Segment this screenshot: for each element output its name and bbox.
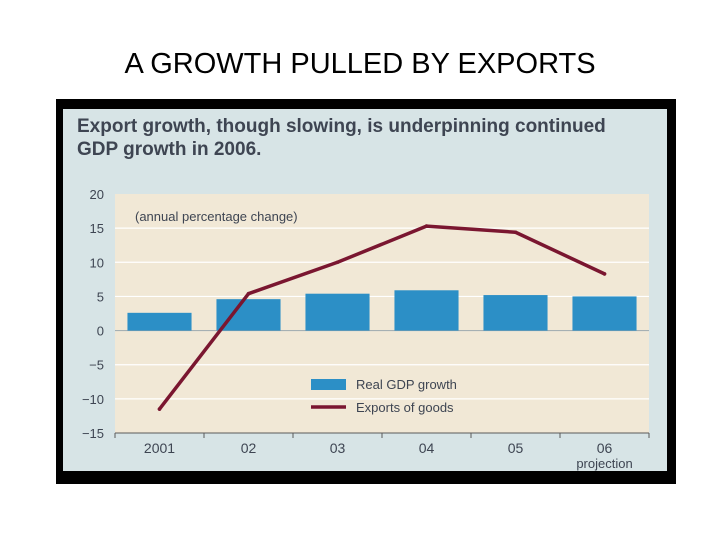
chart-canvas: 20 15 10 5 0 −5 −10 −15 (annual percentage chang… <box>82 187 650 471</box>
y-tick-label: 10 <box>90 255 104 270</box>
bar <box>127 312 192 331</box>
bar <box>216 299 281 331</box>
x-tick-label: 02 <box>241 440 257 456</box>
x-tick-label: 06 <box>597 440 613 456</box>
y-tick-label: 20 <box>90 187 104 202</box>
bar <box>305 293 370 331</box>
y-tick-label: 0 <box>97 324 104 339</box>
line-point <box>335 260 340 265</box>
line-point <box>513 230 518 235</box>
chart-subtitle: (annual percentage change) <box>135 209 298 224</box>
chart-panel: Export growth, though slowing, is underp… <box>63 109 667 471</box>
line-point <box>246 291 251 296</box>
line-point <box>602 272 607 276</box>
y-tick-label: −5 <box>89 358 104 373</box>
legend-label-gdp: Real GDP growth <box>356 377 457 392</box>
x-tick-label: 03 <box>330 440 346 456</box>
x-tick-label: 04 <box>419 440 435 456</box>
legend-swatch-gdp <box>311 379 346 390</box>
slide-title: A GROWTH PULLED BY EXPORTS <box>124 48 596 80</box>
y-tick-label: −15 <box>82 426 104 441</box>
x-category-note: projection <box>576 456 632 471</box>
x-tick-label: 05 <box>508 440 524 456</box>
chart-frame: Export growth, though slowing, is underp… <box>56 99 676 484</box>
y-tick-label: −10 <box>82 392 104 407</box>
x-tick-label: 2001 <box>144 440 175 456</box>
bar <box>394 290 459 331</box>
y-tick-label: 15 <box>90 221 104 236</box>
y-tick-label: 5 <box>97 289 104 304</box>
bar <box>483 295 548 331</box>
line-point <box>424 224 429 228</box>
chart-title: Export growth, though slowing, is underp… <box>77 116 606 160</box>
line-point <box>157 407 162 411</box>
bar <box>572 296 637 331</box>
series-line-exports <box>157 224 607 411</box>
plot-area <box>115 194 649 433</box>
legend-label-exports: Exports of goods <box>356 400 454 415</box>
